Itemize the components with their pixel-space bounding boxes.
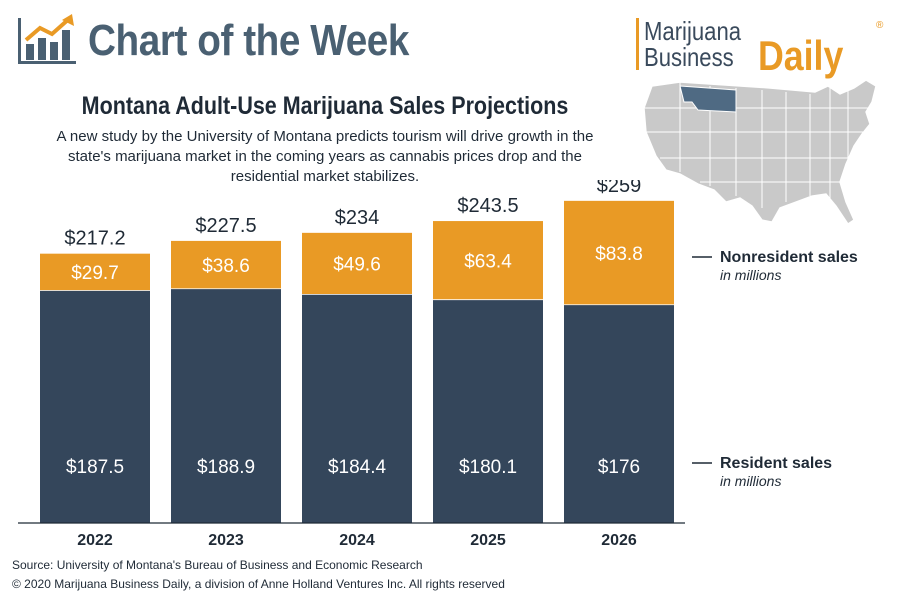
x-tick-label: 2023 [208, 532, 244, 549]
registered-mark: ® [876, 20, 884, 31]
x-tick-label: 2024 [339, 532, 375, 549]
x-tick-label: 2026 [601, 532, 637, 549]
data-label-resident: $187.5 [66, 457, 124, 478]
data-label-total: $234 [335, 207, 380, 229]
data-label-resident: $176 [598, 457, 640, 478]
legend-resident-label: Resident sales [720, 455, 832, 472]
bar-nonresident [40, 253, 150, 291]
data-label-nonresident: $83.8 [595, 244, 643, 265]
header-title: Chart of the Week [88, 16, 409, 65]
stacked-bar-chart: $29.7 $187.5 $217.2 2022 $38.6 $188.9 $227.5 20… [18, 180, 858, 549]
data-label-resident: $180.1 [459, 457, 517, 478]
x-tick-label: 2022 [77, 532, 113, 549]
legend-resident-unit: in millions [720, 473, 781, 489]
data-label-total: $259 [597, 180, 642, 197]
brand-accent-line [636, 18, 639, 70]
legend-nonresident-label: Nonresident sales [720, 249, 858, 266]
chart-subtitle: A new study by the University of Montana… [56, 128, 594, 185]
data-label-nonresident: $49.6 [333, 255, 381, 276]
data-label-total: $227.5 [195, 215, 256, 237]
data-label-total: $217.2 [64, 228, 125, 250]
bar-nonresident [171, 240, 281, 289]
brand-logo: Marijuana Business Daily ® [636, 14, 896, 79]
bar-resident [40, 290, 150, 523]
chart-title: Montana Adult-Use Marijuana Sales Projec… [81, 92, 569, 120]
bar-resident [433, 299, 543, 523]
us-map-montana-highlight-icon [643, 79, 877, 225]
data-label-nonresident: $38.6 [202, 256, 250, 277]
copyright-note: © 2020 Marijuana Business Daily, a divis… [12, 577, 505, 591]
brand-name-daily: Daily [758, 32, 844, 79]
data-label-total: $243.5 [457, 195, 518, 217]
data-label-nonresident: $29.7 [71, 263, 119, 284]
bar-resident [564, 304, 674, 523]
data-label-nonresident: $63.4 [464, 251, 512, 272]
brand-name-top: Marijuana [644, 16, 742, 46]
source-note: Source: University of Montana's Bureau o… [12, 558, 423, 572]
x-tick-label: 2025 [470, 532, 506, 549]
bar-chart-trend-icon [18, 14, 76, 64]
bar-nonresident [302, 232, 412, 295]
bar-nonresident [433, 221, 543, 300]
bar-nonresident [564, 200, 674, 305]
bar-resident [302, 294, 412, 523]
legend-nonresident-unit: in millions [720, 267, 781, 283]
brand-name-bottom: Business [644, 42, 734, 72]
bar-resident [171, 288, 281, 523]
data-label-resident: $184.4 [328, 457, 387, 478]
data-label-resident: $188.9 [197, 457, 255, 478]
